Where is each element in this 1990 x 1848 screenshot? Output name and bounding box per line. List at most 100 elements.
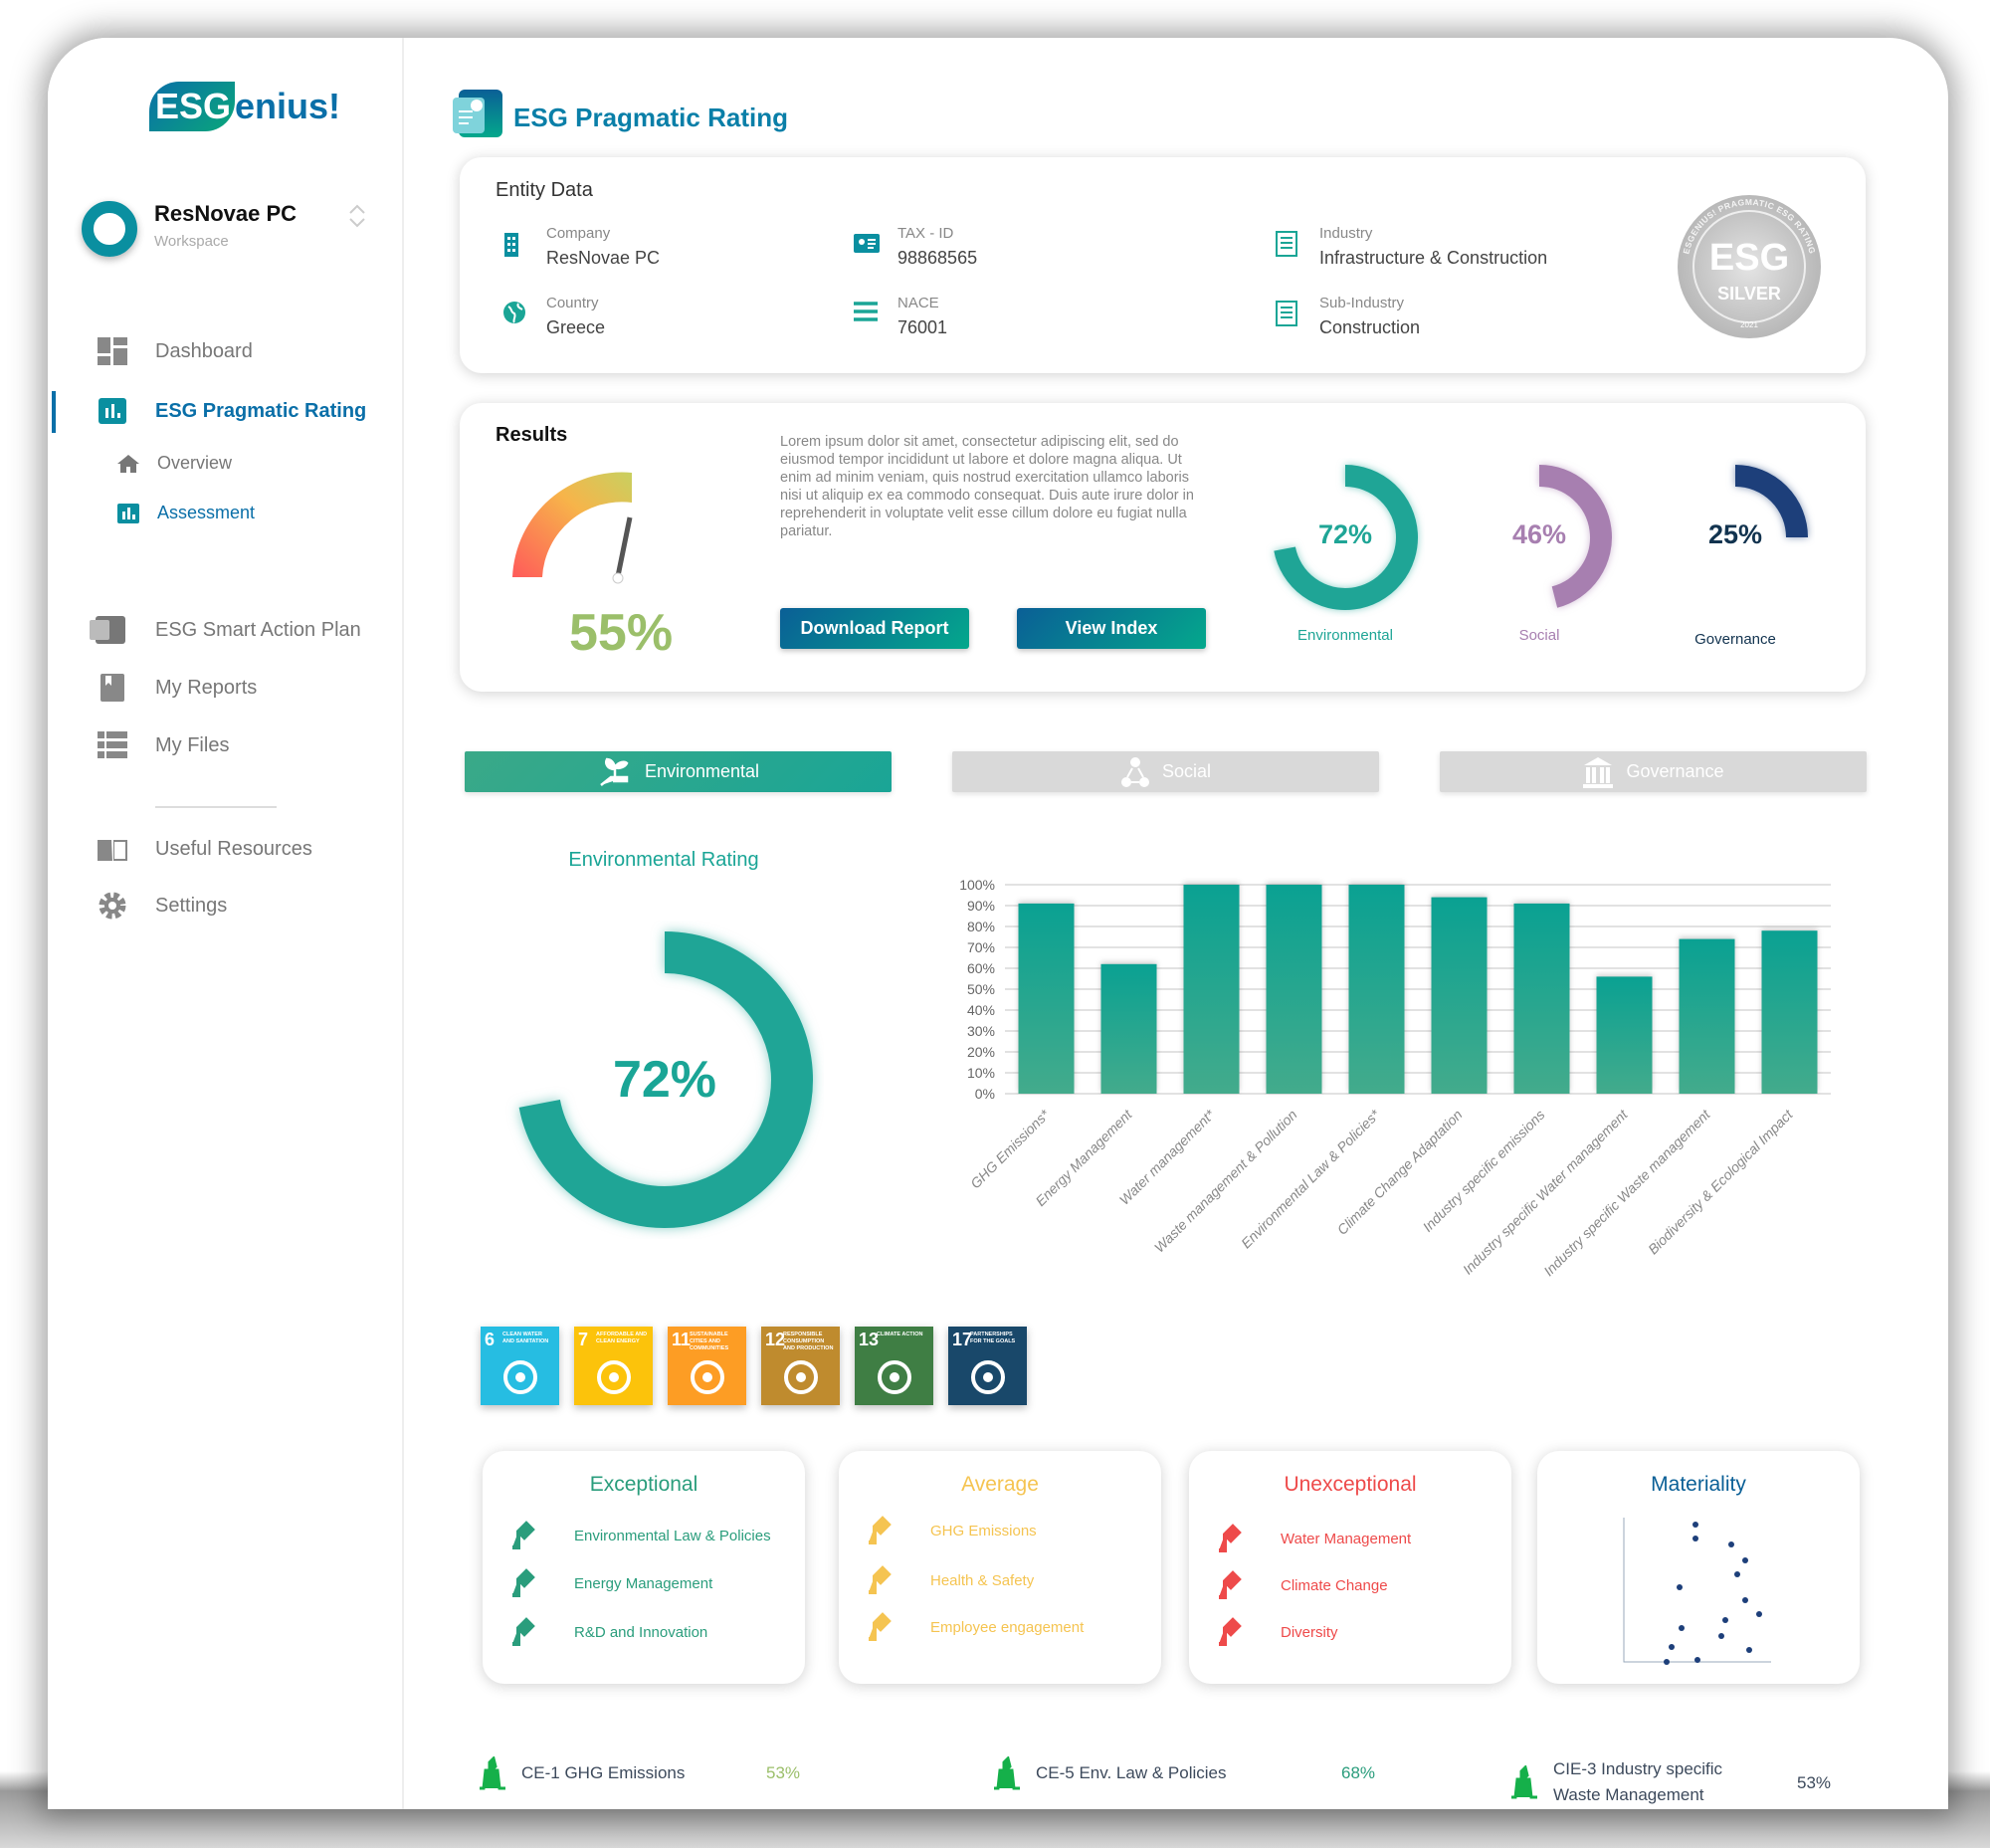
- badge-main-text: ESG: [1709, 237, 1789, 279]
- home-icon: [117, 454, 139, 474]
- indicator-label: CE-1 GHG Emissions: [521, 1763, 686, 1782]
- field-value: 76001: [897, 317, 948, 337]
- overall-score: 55%: [569, 604, 674, 662]
- sidebar-item-esg-pragmatic-rating[interactable]: ESG Pragmatic Rating: [98, 397, 366, 425]
- sidebar-item-my-files[interactable]: My Files: [98, 731, 229, 759]
- energy-leaf-icon: [512, 1568, 535, 1597]
- gavel-icon: [994, 1756, 1020, 1790]
- sdg-goal-11[interactable]: 11 SUSTAINABLE CITIES AND COMMUNITIES: [668, 1327, 746, 1405]
- chevron-updown-icon[interactable]: [348, 203, 366, 229]
- category-item-label: Water Management: [1281, 1530, 1412, 1547]
- materiality-matrix-thumbnail[interactable]: [1612, 1513, 1781, 1672]
- sdg-goal-12[interactable]: 12 RESPONSIBLE CONSUMPTION AND PRODUCTION: [761, 1327, 840, 1405]
- sidebar-item-label: ESG Pragmatic Rating: [155, 399, 367, 422]
- field-label: Industry: [1319, 225, 1373, 242]
- id-card-icon: [854, 231, 880, 258]
- pillar-label: Governance: [1694, 631, 1776, 648]
- category-item[interactable]: Energy Management: [504, 1565, 712, 1601]
- document-icon: [1276, 231, 1301, 262]
- category-title: Exceptional: [589, 1473, 698, 1496]
- sidebar-divider: [155, 806, 277, 808]
- category-item-label: Environmental Law & Policies: [574, 1527, 771, 1544]
- field-label: NACE: [897, 295, 939, 311]
- sdg-title: PARTNERSHIPS FOR THE GOALS: [970, 1332, 1016, 1344]
- indicator-label: CE-5 Env. Law & Policies: [1036, 1763, 1227, 1782]
- sdg-goal-6[interactable]: 6 CLEAN WATER AND SANITATION: [481, 1327, 559, 1405]
- tab-label: Environmental: [644, 761, 760, 781]
- category-item[interactable]: Climate Change: [1211, 1567, 1388, 1603]
- page-title: ESG Pragmatic Rating: [513, 103, 788, 132]
- category-item-label: GHG Emissions: [930, 1522, 1037, 1540]
- menu-icon: [854, 301, 880, 327]
- sdg-title: SUSTAINABLE CITIES AND COMMUNITIES: [690, 1332, 729, 1351]
- bar: [1679, 938, 1735, 1094]
- tab-social[interactable]: Social: [952, 751, 1379, 792]
- sdg-goal-7[interactable]: 7 AFFORDABLE AND CLEAN ENERGY: [574, 1327, 653, 1405]
- category-item[interactable]: GHG Emissions: [861, 1513, 1037, 1548]
- pillar-label: Environmental: [1297, 627, 1393, 644]
- globe-icon: [1219, 1570, 1242, 1599]
- category-item[interactable]: R&D and Innovation: [504, 1614, 707, 1650]
- sidebar-item-overview[interactable]: Overview: [117, 453, 232, 474]
- entity-field: NACE 76001: [854, 295, 947, 338]
- sdg-title: CLEAN WATER AND SANITATION: [502, 1332, 549, 1344]
- workspace-avatar: [82, 201, 137, 257]
- bar: [1348, 885, 1405, 1094]
- category-item[interactable]: Environmental Law & Policies: [504, 1518, 771, 1553]
- sidebar-item-dashboard[interactable]: Dashboard: [98, 337, 253, 365]
- gauge-needle: [615, 516, 633, 577]
- category-item[interactable]: Health & Safety: [861, 1562, 1034, 1598]
- logo[interactable]: ESG enius!: [149, 74, 340, 139]
- bar-chart-icon: [98, 397, 127, 425]
- sdg-number: 11: [672, 1330, 692, 1349]
- indicator-item[interactable]: CE-1 GHG Emissions: [476, 1756, 685, 1790]
- category-item[interactable]: Diversity: [1211, 1614, 1338, 1650]
- category-title: Materiality: [1651, 1473, 1746, 1496]
- field-value: ResNovae PC: [546, 248, 661, 268]
- category-item-label: Employee engagement: [930, 1618, 1085, 1636]
- sdg-icon: [878, 1360, 911, 1394]
- sdg-goal-13[interactable]: 13 CLIMATE ACTION: [855, 1327, 933, 1405]
- plant-hand-icon: [600, 757, 629, 786]
- esg-silver-badge: ESGENIUS! PRAGMATIC ESG RATING ESG SILVE…: [1678, 195, 1821, 338]
- tab-governance[interactable]: Governance: [1440, 751, 1867, 792]
- workspace-switcher[interactable]: ResNovae PC Workspace: [154, 201, 297, 250]
- category-item[interactable]: Employee engagement: [861, 1609, 1084, 1645]
- category-item[interactable]: Water Management: [1211, 1521, 1411, 1556]
- sidebar-item-assessment[interactable]: Assessment: [117, 503, 255, 523]
- bar: [1596, 976, 1653, 1094]
- y-tick-label: 10%: [967, 1065, 995, 1081]
- indicator-item[interactable]: CIE-3 Industry specific Waste Management: [1507, 1759, 1722, 1805]
- category-item-label: Climate Change: [1281, 1576, 1388, 1594]
- y-tick-label: 90%: [967, 898, 995, 914]
- sidebar-item-label: Assessment: [157, 503, 256, 522]
- sdg-icon: [971, 1360, 1005, 1394]
- view-index-button[interactable]: View Index: [1017, 608, 1206, 649]
- overall-gauge: [512, 472, 633, 584]
- pillar-score: 25%: [1707, 519, 1763, 549]
- x-tick-label: Industry specific Waste management: [1540, 1106, 1713, 1279]
- sidebar-item-esg-smart-action-plan[interactable]: ESG Smart Action Plan: [90, 616, 361, 644]
- category-item-label: Diversity: [1281, 1623, 1338, 1641]
- trash-icon: [1511, 1765, 1537, 1799]
- category-card-exceptional: Exceptional: [483, 1451, 805, 1684]
- factory-icon: [869, 1516, 892, 1544]
- sidebar-item-useful-resources[interactable]: Useful Resources: [98, 835, 312, 863]
- download-report-button[interactable]: Download Report: [780, 608, 969, 649]
- sdg-goal-17[interactable]: 17 PARTNERSHIPS FOR THE GOALS: [948, 1327, 1027, 1405]
- indicator-value: 53%: [1797, 1773, 1832, 1792]
- bar: [1431, 897, 1488, 1094]
- workspace-name: ResNovae PC: [154, 201, 298, 226]
- category-card-average: Average: [839, 1451, 1161, 1684]
- indicator-item[interactable]: CE-5 Env. Law & Policies: [990, 1756, 1226, 1790]
- sdg-icon: [503, 1360, 537, 1394]
- logo-text: enius!: [235, 86, 341, 126]
- people-network-icon: [1120, 756, 1149, 787]
- indicator-value: 53%: [766, 1763, 801, 1782]
- entity-data-title: Entity Data: [496, 179, 593, 201]
- tab-environmental[interactable]: Environmental: [465, 751, 892, 792]
- sidebar-item-my-reports[interactable]: My Reports: [98, 674, 257, 702]
- sidebar-item-settings[interactable]: Settings: [98, 892, 227, 920]
- category-card-unexceptional: Unexceptional: [1189, 1451, 1511, 1684]
- y-tick-label: 30%: [967, 1023, 995, 1039]
